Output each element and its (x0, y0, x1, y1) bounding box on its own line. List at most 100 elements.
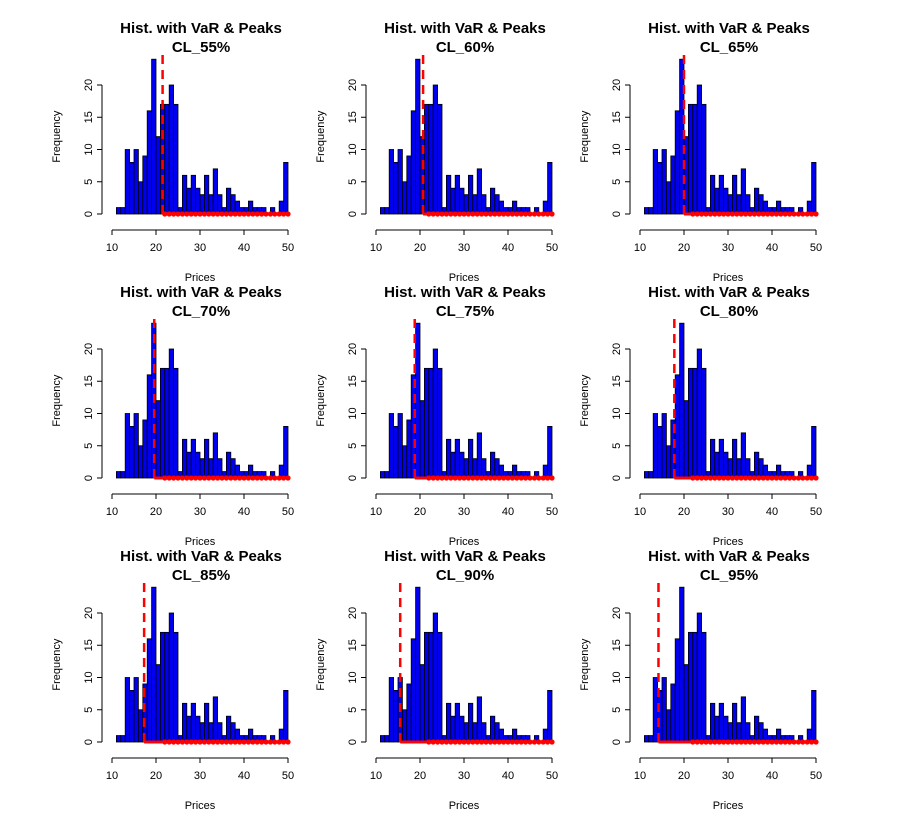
panel-title: Hist. with VaR & Peaks (384, 548, 546, 565)
histogram-bar (142, 155, 148, 215)
peak-point (171, 475, 177, 481)
peak-point (210, 211, 216, 217)
histogram-bar (657, 161, 663, 215)
histogram-bar (393, 161, 399, 215)
y-tick-label: 20 (347, 343, 359, 355)
histogram-bar (401, 181, 408, 215)
histogram-bar (494, 458, 500, 479)
y-tick-label: 5 (611, 707, 623, 713)
histogram-bar (745, 458, 751, 479)
x-axis-label: Prices (713, 800, 744, 812)
peak-point (188, 475, 194, 481)
peak-point (545, 739, 551, 745)
histogram-bar (670, 155, 676, 215)
histogram-bar (428, 367, 434, 479)
peak-point (527, 211, 533, 217)
peak-point (206, 739, 212, 745)
peak-point (725, 739, 731, 745)
peak-point (193, 211, 199, 217)
peak-point (712, 739, 718, 745)
peak-point (430, 211, 436, 217)
panel-title: Hist. with VaR & Peaks (120, 284, 282, 301)
peak-point (523, 475, 529, 481)
histogram-bar (472, 458, 478, 479)
histogram-bar (692, 367, 698, 479)
histogram-bar (459, 187, 465, 215)
peak-point (197, 211, 203, 217)
peak-point (747, 739, 753, 745)
x-tick-label: 50 (282, 506, 294, 518)
histogram-bar (450, 715, 456, 743)
peak-point (800, 739, 806, 745)
y-tick-label: 5 (83, 443, 95, 449)
y-tick-label: 0 (611, 211, 623, 217)
panel-title: Hist. with VaR & Peaks (384, 20, 546, 37)
peak-point (457, 475, 463, 481)
peak-point (769, 739, 775, 745)
peak-point (787, 475, 793, 481)
peak-point (694, 475, 700, 481)
histogram-bar (547, 690, 553, 743)
peak-point (250, 475, 256, 481)
y-axis-label: Frequency (315, 638, 327, 690)
peak-point (703, 211, 709, 217)
peak-point (223, 739, 229, 745)
peak-point (219, 475, 225, 481)
histogram-bar (120, 471, 126, 479)
peak-point (536, 739, 542, 745)
peak-point (215, 475, 221, 481)
panel-subtitle: CL_95% (700, 567, 758, 584)
peak-point (276, 739, 282, 745)
y-axis-label: Frequency (51, 110, 63, 162)
histogram-bar (679, 586, 685, 743)
x-tick-label: 30 (458, 242, 470, 254)
x-axis-label: Prices (449, 536, 480, 548)
peak-point (769, 475, 775, 481)
histogram-bar (701, 103, 707, 215)
histogram-bar (410, 638, 417, 743)
peak-point (518, 475, 524, 481)
histogram-bar (159, 367, 166, 479)
histogram-bar (181, 702, 188, 743)
peak-point (778, 739, 784, 745)
peak-point (738, 475, 744, 481)
peak-point (272, 739, 278, 745)
histogram-bar (406, 683, 412, 743)
x-tick-label: 20 (414, 242, 426, 254)
histogram-bar (674, 374, 681, 479)
x-tick-label: 20 (150, 770, 162, 782)
x-tick-label: 10 (370, 770, 382, 782)
histogram-bar (397, 413, 403, 479)
peak-point (237, 475, 243, 481)
x-axis-label: Prices (185, 272, 216, 284)
peak-point (228, 475, 234, 481)
histogram-bar (718, 174, 725, 215)
histogram-bar (217, 722, 223, 743)
peak-point (514, 211, 520, 217)
peak-point (281, 211, 287, 217)
y-tick-label: 5 (83, 707, 95, 713)
panel-title: Hist. with VaR & Peaks (120, 548, 282, 565)
y-tick-label: 5 (347, 443, 359, 449)
peak-point (690, 739, 696, 745)
histogram-bar (423, 103, 430, 215)
histogram-bar (494, 194, 500, 215)
panel-title: Hist. with VaR & Peaks (648, 548, 810, 565)
peak-point (769, 211, 775, 217)
peak-point (452, 475, 458, 481)
peak-point (272, 475, 278, 481)
peak-point (474, 475, 480, 481)
x-tick-label: 10 (370, 506, 382, 518)
x-axis-label: Prices (449, 800, 480, 812)
peak-point (694, 739, 700, 745)
peak-point (703, 739, 709, 745)
panel-title: Hist. with VaR & Peaks (648, 284, 810, 301)
peak-point (483, 475, 489, 481)
peak-point (241, 475, 247, 481)
peak-point (435, 475, 441, 481)
peak-point (743, 739, 749, 745)
peak-point (285, 211, 291, 217)
peak-point (501, 739, 507, 745)
